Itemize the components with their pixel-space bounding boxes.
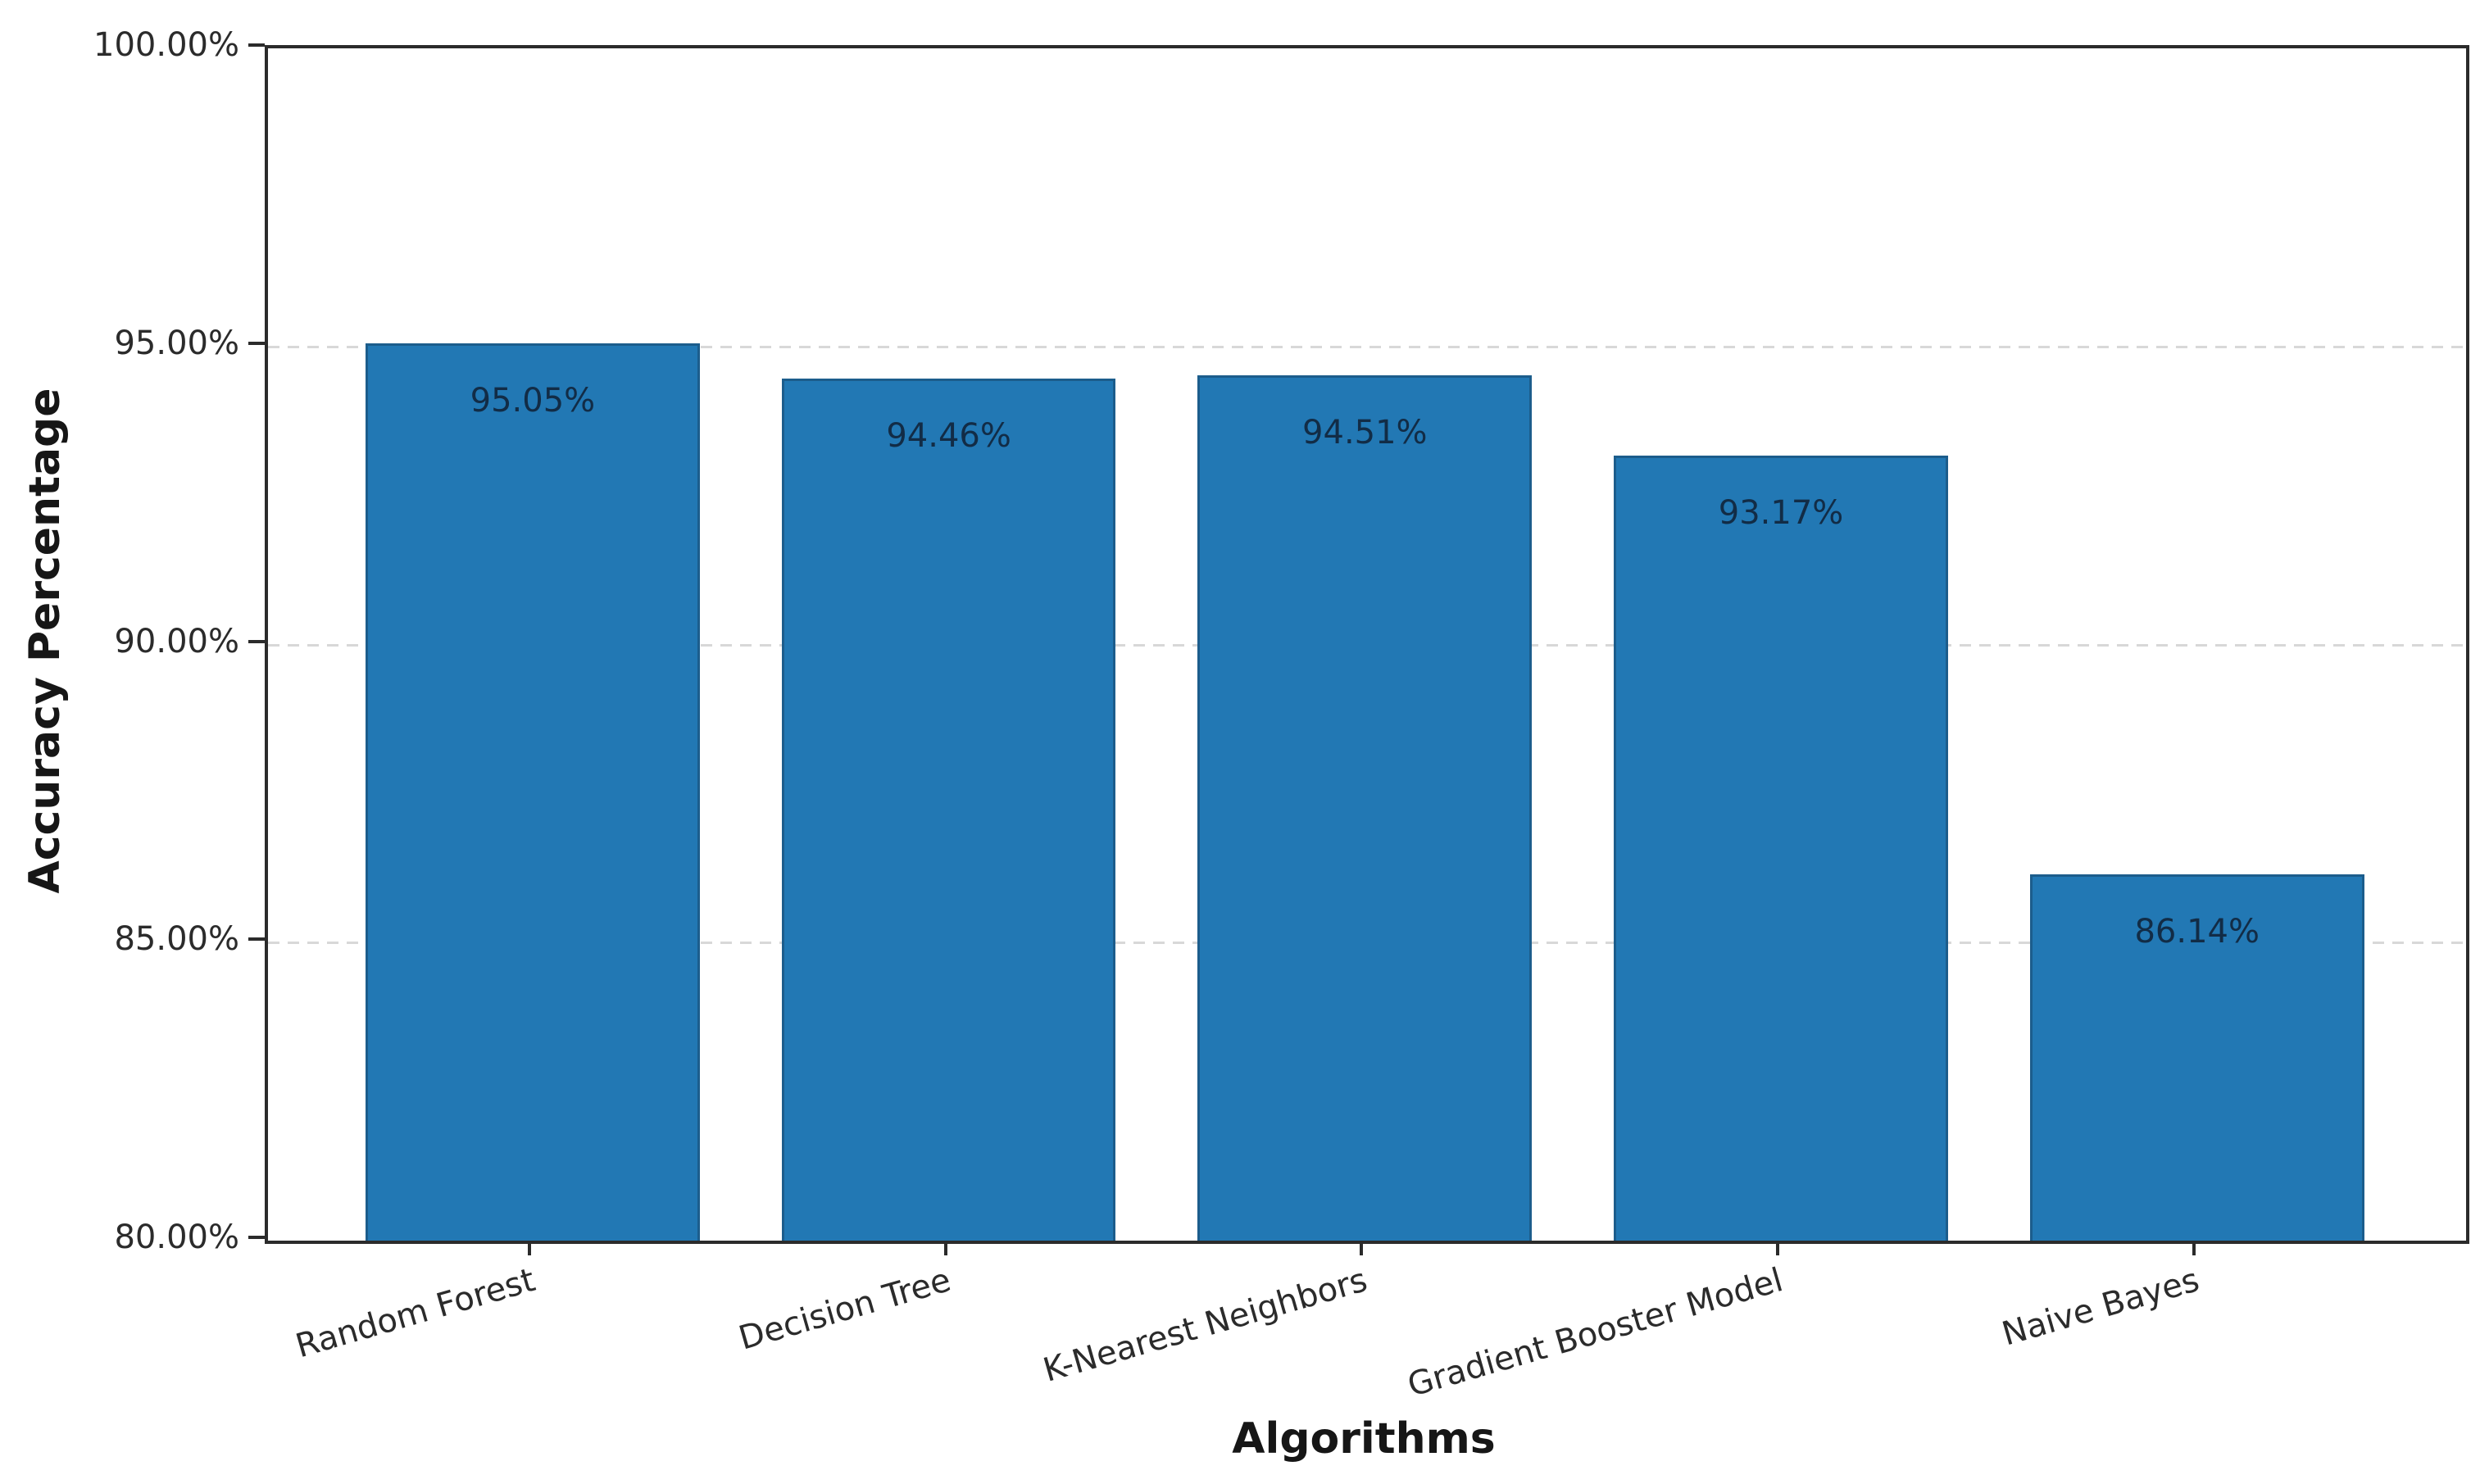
bar-decision-tree: 94.46% xyxy=(781,379,1116,1241)
gridline-95.00pct xyxy=(268,345,2466,348)
ytick-mark xyxy=(248,1236,265,1239)
ytick-mark xyxy=(248,43,265,47)
bar-random-forest: 95.05% xyxy=(366,343,700,1241)
ytick-mark xyxy=(248,639,265,643)
xtick-mark xyxy=(527,1241,531,1255)
x-axis-title: Algorithms xyxy=(1232,1414,1496,1464)
xtick-mark xyxy=(1776,1241,1780,1255)
bar-k-nearest-neighbors: 94.51% xyxy=(1197,375,1533,1241)
xtick-mark xyxy=(1360,1241,1364,1255)
xtick-mark xyxy=(2192,1241,2196,1255)
bar-naive-bayes: 86.14% xyxy=(2029,874,2364,1241)
ytick-mark xyxy=(248,341,265,345)
ytick-label-80-00-: 80.00% xyxy=(114,1219,239,1256)
ytick-mark xyxy=(248,937,265,942)
bar-value-label-k-nearest-neighbors: 94.51% xyxy=(1302,414,1428,452)
xtick-label-naive-bayes: Naive Bayes xyxy=(1997,1261,2204,1354)
bar-value-label-random-forest: 95.05% xyxy=(470,382,596,420)
ytick-label-100-00-: 100.00% xyxy=(93,26,239,64)
plot-area: 95.05% 94.46% 94.51% 93.17% 86.14% xyxy=(265,45,2469,1244)
bar-gradient-booster-model: 93.17% xyxy=(1614,455,1948,1241)
ytick-label-90-00-: 90.00% xyxy=(114,622,239,660)
bar-value-label-naive-bayes: 86.14% xyxy=(2134,913,2260,951)
xtick-mark xyxy=(943,1241,947,1255)
bar-value-label-decision-tree: 94.46% xyxy=(886,417,1011,456)
ytick-label-95-00-: 95.00% xyxy=(114,324,239,362)
xtick-label-decision-tree: Decision Tree xyxy=(734,1261,956,1358)
xtick-label-gradient-booster-model: Gradient Booster Model xyxy=(1403,1261,1787,1405)
xtick-label-k-nearest-neighbors: K-Nearest Neighbors xyxy=(1038,1261,1372,1390)
xtick-label-random-forest: Random Forest xyxy=(291,1261,539,1366)
bar-value-label-gradient-booster-model: 93.17% xyxy=(1718,493,1844,532)
ytick-label-85-00-: 85.00% xyxy=(114,920,239,959)
